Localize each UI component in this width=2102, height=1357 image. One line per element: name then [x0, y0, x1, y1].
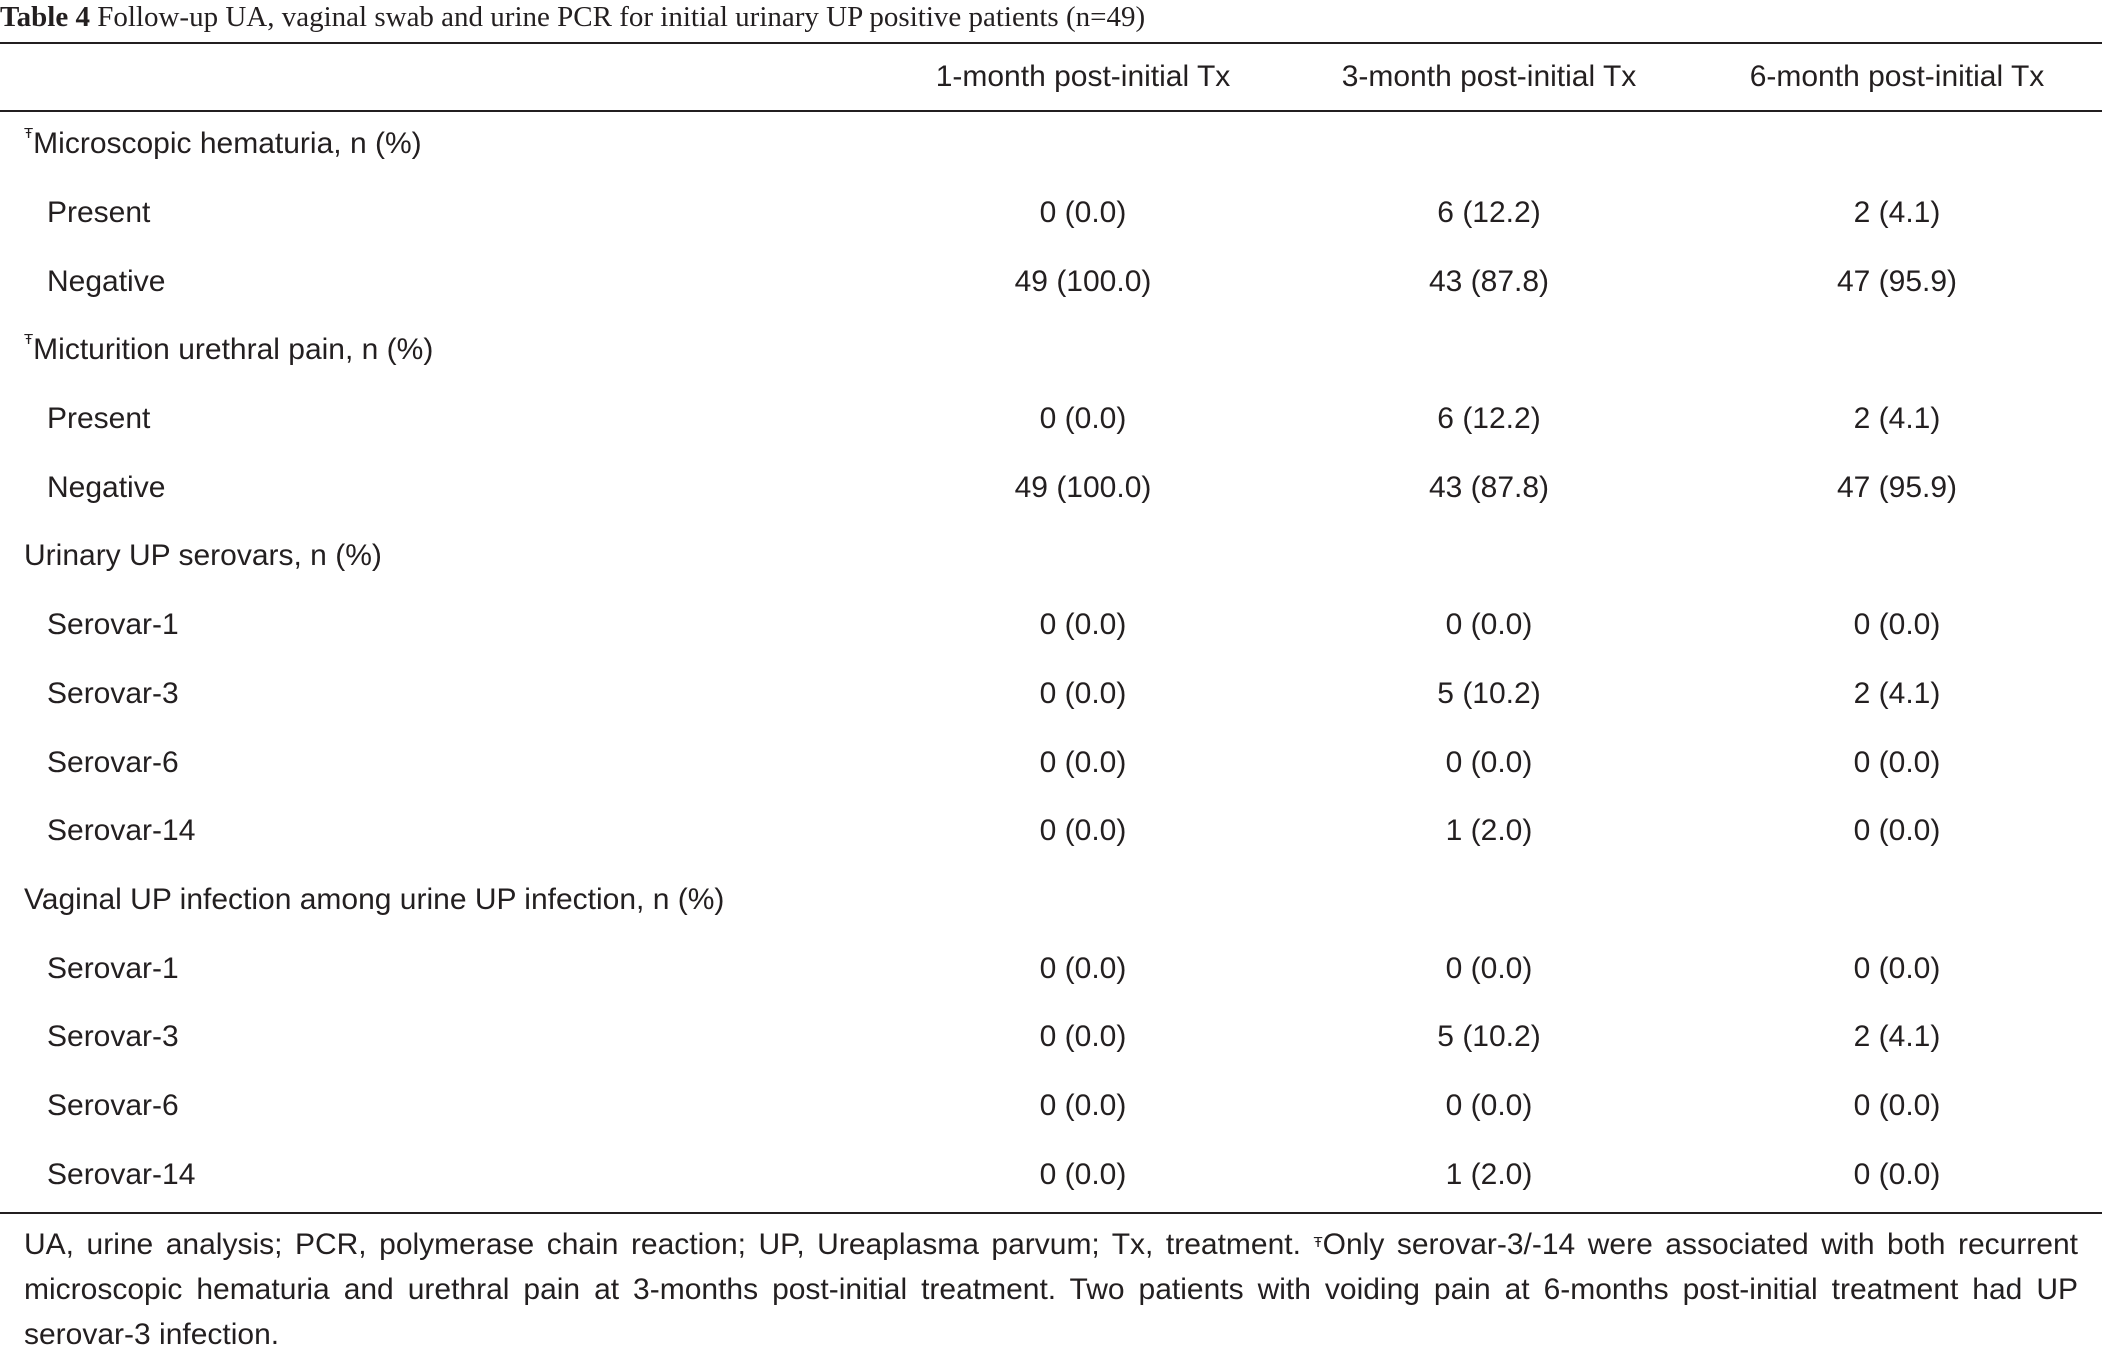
header-6-month: 6-month post-initial Tx — [1749, 60, 2045, 93]
cell-3-month: 0 (0.0) — [1445, 608, 1533, 642]
cell-3-month: 5 (10.2) — [1437, 1020, 1541, 1054]
row-label: Serovar-6 — [47, 745, 179, 779]
cell-6-month — [1692, 522, 2102, 591]
table-row: Vaginal UP infection among urine UP infe… — [0, 866, 2102, 935]
cell-3-month — [1286, 522, 1692, 591]
cell-6-month — [1692, 110, 2102, 179]
cell-1-month — [880, 316, 1286, 385]
cell-6-month: 0 (0.0) — [1853, 951, 1941, 985]
row-label: Serovar-1 — [47, 951, 179, 985]
cell-6-month: 0 (0.0) — [1853, 814, 1941, 848]
cell-3-month — [1286, 866, 1692, 935]
cell-1-month: 0 (0.0) — [1039, 608, 1127, 642]
cell-6-month: 47 (95.9) — [1836, 470, 1958, 504]
header-rule — [0, 110, 2102, 112]
cell-6-month: 0 (0.0) — [1853, 608, 1941, 642]
cell-1-month: 0 (0.0) — [1039, 745, 1127, 779]
footnote-text-1: UA, urine analysis; PCR, polymerase chai… — [24, 1228, 1314, 1261]
cell-1-month: 0 (0.0) — [1039, 402, 1127, 436]
cell-6-month: 47 (95.9) — [1836, 264, 1958, 298]
cell-1-month — [880, 522, 1286, 591]
cell-3-month — [1286, 110, 1692, 179]
row-label: Serovar-3 — [47, 1020, 179, 1054]
table-row: Serovar-1 0 (0.0) 0 (0.0) 0 (0.0) — [0, 934, 2102, 1003]
cell-3-month: 43 (87.8) — [1428, 264, 1550, 298]
table-row: ŦMicturition urethral pain, n (%) — [0, 316, 2102, 385]
cell-3-month: 5 (10.2) — [1437, 676, 1541, 710]
table-row: ŦMicroscopic hematuria, n (%) — [0, 110, 2102, 179]
table-row: Negative 49 (100.0) 43 (87.8) 47 (95.9) — [0, 453, 2102, 522]
footnote-marker: Ŧ — [24, 331, 34, 349]
table-row: Serovar-3 0 (0.0) 5 (10.2) 2 (4.1) — [0, 660, 2102, 729]
row-label: Vaginal UP infection among urine UP infe… — [24, 882, 725, 916]
table-header-row: 1-month post-initial Tx 3-month post-ini… — [0, 44, 2102, 110]
cell-1-month: 0 (0.0) — [1039, 1088, 1127, 1122]
cell-1-month: 0 (0.0) — [1039, 951, 1127, 985]
footnote-text-2: Only serovar-3/-14 were associated with … — [24, 1228, 2078, 1351]
cell-3-month: 43 (87.8) — [1428, 470, 1550, 504]
table-row: Present 0 (0.0) 6 (12.2) 2 (4.1) — [0, 179, 2102, 248]
results-table: 1-month post-initial Tx 3-month post-ini… — [0, 44, 2102, 1209]
cell-6-month: 0 (0.0) — [1853, 1157, 1941, 1191]
table-row: Negative 49 (100.0) 43 (87.8) 47 (95.9) — [0, 247, 2102, 316]
row-label: Serovar-14 — [47, 814, 196, 848]
table-row: Serovar-1 0 (0.0) 0 (0.0) 0 (0.0) — [0, 591, 2102, 660]
cell-3-month: 1 (2.0) — [1445, 814, 1533, 848]
table-caption: Table 4 Follow-up UA, vaginal swab and u… — [0, 0, 2102, 42]
table-row: Serovar-6 0 (0.0) 0 (0.0) 0 (0.0) — [0, 1072, 2102, 1141]
cell-1-month: 0 (0.0) — [1039, 1157, 1127, 1191]
cell-3-month: 0 (0.0) — [1445, 951, 1533, 985]
cell-6-month: 2 (4.1) — [1853, 676, 1941, 710]
row-label: Negative — [47, 470, 166, 504]
cell-6-month: 2 (4.1) — [1853, 1020, 1941, 1054]
row-label: ŦMicroscopic hematuria, n (%) — [24, 125, 422, 161]
cell-3-month: 6 (12.2) — [1437, 196, 1541, 230]
table-caption-text: Follow-up UA, vaginal swab and urine PCR… — [97, 1, 1146, 33]
table-row: Serovar-14 0 (0.0) 1 (2.0) 0 (0.0) — [0, 1140, 2102, 1209]
cell-1-month: 0 (0.0) — [1039, 196, 1127, 230]
header-1-month: 1-month post-initial Tx — [935, 60, 1231, 93]
cell-1-month: 0 (0.0) — [1039, 814, 1127, 848]
cell-1-month — [880, 110, 1286, 179]
cell-6-month: 0 (0.0) — [1853, 745, 1941, 779]
cell-6-month — [1692, 866, 2102, 935]
cell-3-month: 6 (12.2) — [1437, 402, 1541, 436]
bottom-rule — [0, 1212, 2102, 1214]
cell-6-month: 2 (4.1) — [1853, 402, 1941, 436]
row-label: Serovar-14 — [47, 1157, 196, 1191]
footnote-marker: Ŧ — [24, 125, 34, 143]
row-label: Present — [47, 402, 151, 436]
cell-3-month: 0 (0.0) — [1445, 745, 1533, 779]
row-label: Serovar-3 — [47, 676, 179, 710]
row-label: Urinary UP serovars, n (%) — [24, 539, 382, 573]
header-3-month: 3-month post-initial Tx — [1341, 60, 1637, 93]
table-row: Serovar-14 0 (0.0) 1 (2.0) 0 (0.0) — [0, 797, 2102, 866]
cell-3-month — [1286, 316, 1692, 385]
cell-1-month: 0 (0.0) — [1039, 676, 1127, 710]
table-row: Present 0 (0.0) 6 (12.2) 2 (4.1) — [0, 385, 2102, 454]
cell-1-month: 49 (100.0) — [1014, 264, 1152, 298]
cell-6-month — [1692, 316, 2102, 385]
header-empty-cell — [0, 44, 880, 110]
table-caption-label: Table 4 — [0, 1, 90, 33]
row-label: Serovar-1 — [47, 608, 179, 642]
table-row: Urinary UP serovars, n (%) — [0, 522, 2102, 591]
row-label: Negative — [47, 264, 166, 298]
table-footnote: UA, urine analysis; PCR, polymerase chai… — [24, 1222, 2078, 1357]
cell-3-month: 0 (0.0) — [1445, 1088, 1533, 1122]
footnote-marker: Ŧ — [1313, 1234, 1323, 1251]
row-label: Serovar-6 — [47, 1088, 179, 1122]
cell-1-month — [880, 866, 1286, 935]
row-label: ŦMicturition urethral pain, n (%) — [24, 331, 434, 367]
cell-6-month: 2 (4.1) — [1853, 196, 1941, 230]
table-row: Serovar-6 0 (0.0) 0 (0.0) 0 (0.0) — [0, 728, 2102, 797]
table-row: Serovar-3 0 (0.0) 5 (10.2) 2 (4.1) — [0, 1003, 2102, 1072]
cell-1-month: 49 (100.0) — [1014, 470, 1152, 504]
cell-1-month: 0 (0.0) — [1039, 1020, 1127, 1054]
row-label: Present — [47, 196, 151, 230]
cell-6-month: 0 (0.0) — [1853, 1088, 1941, 1122]
top-rule — [0, 42, 2102, 44]
cell-3-month: 1 (2.0) — [1445, 1157, 1533, 1191]
